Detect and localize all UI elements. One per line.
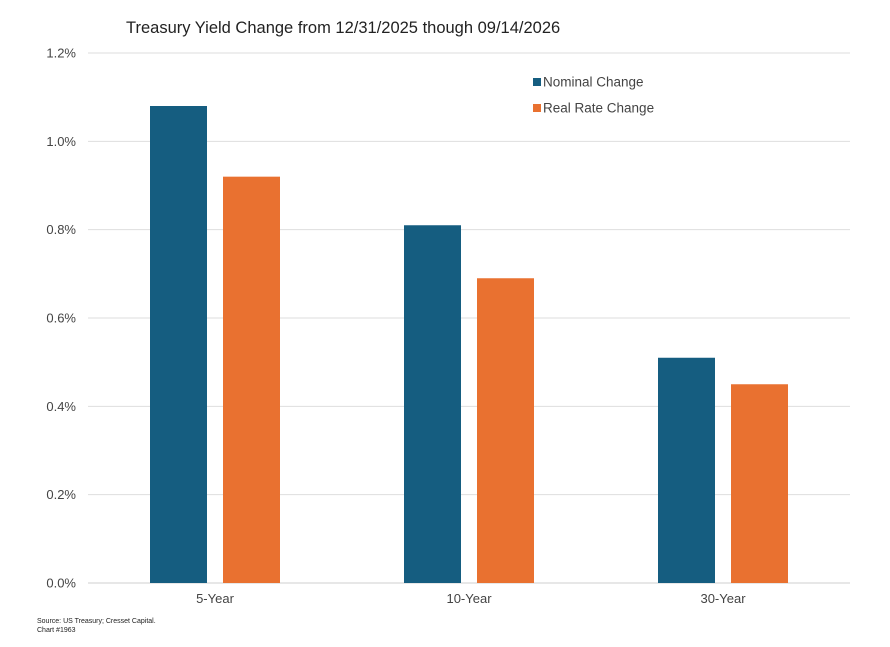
bar-10-year-nominal [404, 225, 461, 583]
bar-30-year-real [731, 384, 788, 583]
legend-label: Nominal Change [543, 75, 644, 90]
legend-swatch [533, 78, 541, 86]
bar-30-year-nominal [658, 357, 715, 583]
y-tick-label: 0.0% [46, 576, 76, 591]
bars [150, 106, 788, 583]
x-tick-label: 10-Year [446, 591, 492, 606]
x-tick-label: 30-Year [700, 591, 746, 606]
y-tick-label: 0.2% [46, 487, 76, 502]
x-tick-label: 5-Year [196, 591, 234, 606]
legend: Nominal Change Real Rate Change [533, 75, 654, 116]
legend-label: Real Rate Change [543, 101, 654, 116]
x-axis-ticks: 5-Year 10-Year 30-Year [196, 591, 746, 606]
source-note: Source: US Treasury; Cresset Capital. [37, 618, 156, 625]
y-axis-ticks: 0.0% 0.2% 0.4% 0.6% 0.8% 1.0% 1.2% [46, 46, 76, 591]
bar-10-year-real [477, 278, 534, 583]
y-tick-label: 0.4% [46, 399, 76, 414]
y-tick-label: 0.8% [46, 222, 76, 237]
y-tick-label: 0.6% [46, 311, 76, 326]
chart-title: Treasury Yield Change from 12/31/2025 th… [126, 19, 560, 37]
grid-layer [88, 52, 850, 584]
bar-5-year-nominal [150, 106, 207, 583]
chart-id: Chart #1963 [37, 627, 76, 634]
bar-5-year-real [223, 176, 280, 583]
legend-swatch [533, 104, 541, 112]
y-tick-label: 1.0% [46, 134, 76, 149]
chart-footer: Source: US Treasury; Cresset Capital. Ch… [37, 617, 156, 635]
y-tick-label: 1.2% [46, 46, 76, 61]
